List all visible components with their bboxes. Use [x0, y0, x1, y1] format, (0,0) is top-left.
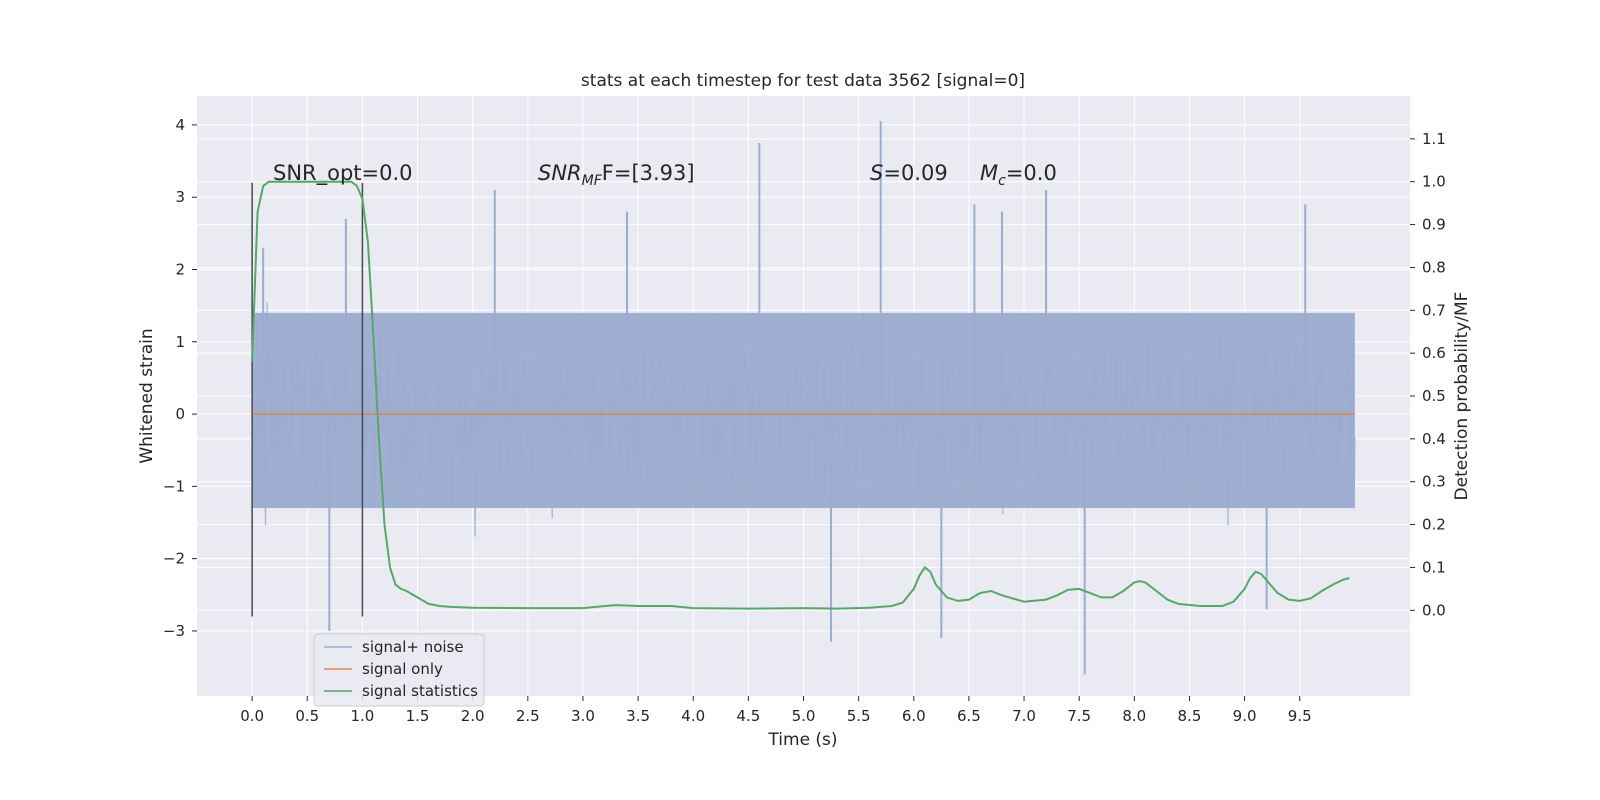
- x-tick-label: 1.0: [350, 707, 374, 725]
- y-tick-label: 0: [175, 405, 185, 423]
- x-tick-label: 6.5: [957, 707, 981, 725]
- legend-box: [313, 633, 485, 707]
- x-tick-label: 9.5: [1288, 707, 1312, 725]
- event-markers: [251, 182, 364, 617]
- annotation-mc-value: =0.0: [1006, 161, 1057, 185]
- x-tick-label: 4.0: [681, 707, 705, 725]
- y2-tick-label: 0.4: [1422, 430, 1446, 448]
- y-tick-label: −2: [163, 550, 185, 568]
- legend: signal+ noise signal only signal statist…: [313, 633, 485, 707]
- annotation-mc-stat: Mc=0.0: [980, 161, 1057, 189]
- annotation-snr-mf-main: SNR: [538, 161, 582, 185]
- y-axis-right: 0.0 0.1 0.2 0.3 0.4 0.5 0.6 0.7 0.8 0.9 1.0 1.1: [1410, 130, 1446, 619]
- annotation-snr-mf: SNRMFF=[3.93]: [538, 161, 695, 189]
- legend-label-noise: signal+ noise: [362, 638, 464, 656]
- y2-tick-label: 1.1: [1422, 130, 1446, 148]
- x-tick-label: 5.5: [847, 707, 871, 725]
- annotation-mc-main: M: [980, 161, 998, 185]
- x-axis-label: Time (s): [767, 730, 837, 750]
- x-tick-label: 2.5: [516, 707, 540, 725]
- x-tick-label: 8.0: [1122, 707, 1146, 725]
- y-tick-label: 2: [175, 260, 185, 278]
- y2-tick-label: 0.2: [1422, 516, 1446, 534]
- y-tick-label: −3: [163, 622, 185, 640]
- y2-axis-label: Detection probability/MF: [1452, 292, 1472, 501]
- chart-title: stats at each timestep for test data 356…: [581, 71, 1025, 91]
- x-tick-label: 3.0: [571, 707, 595, 725]
- annotation-snr-mf-value: F=[3.93]: [602, 161, 695, 185]
- y2-tick-label: 1.0: [1422, 173, 1446, 191]
- x-tick-label: 8.5: [1178, 707, 1202, 725]
- y2-tick-label: 0.0: [1422, 601, 1446, 619]
- y2-tick-label: 0.7: [1422, 301, 1446, 319]
- x-tick-label: 5.0: [792, 707, 816, 725]
- x-tick-label: 9.0: [1233, 707, 1257, 725]
- x-tick-label: 4.5: [736, 707, 760, 725]
- series-signal-statistics: [251, 180, 1350, 610]
- y-tick-label: −1: [163, 477, 185, 495]
- x-tick-label: 3.5: [626, 707, 650, 725]
- x-axis: 0.0 0.5 1.0 1.5 2.0 2.5 3.0 3.5 4.0 4.5 5.0 5.5 6.0 6…: [240, 696, 1312, 725]
- x-tick-label: 0.0: [240, 707, 264, 725]
- x-tick-label: 2.0: [461, 707, 485, 725]
- y2-tick-label: 0.8: [1422, 258, 1446, 276]
- annotation-s-main: S: [870, 161, 883, 185]
- x-tick-label: 0.5: [295, 707, 319, 725]
- annotation-snr-opt: SNR_opt=0.0: [273, 161, 413, 186]
- y2-tick-label: 0.9: [1422, 216, 1446, 234]
- x-tick-label: 6.0: [902, 707, 926, 725]
- legend-label-statistics: signal statistics: [362, 682, 478, 700]
- x-tick-label: 7.5: [1067, 707, 1091, 725]
- statistics-line: [251, 180, 1350, 610]
- annotation-s-stat: S=0.09: [870, 161, 948, 185]
- x-tick-label: 1.5: [406, 707, 430, 725]
- annotation-mc-sub: c: [998, 173, 1006, 189]
- y-tick-label: 4: [175, 116, 185, 134]
- y2-tick-label: 0.6: [1422, 344, 1446, 362]
- y2-tick-label: 0.1: [1422, 558, 1446, 576]
- y2-tick-label: 0.3: [1422, 473, 1446, 491]
- y-axis-left: −3 −2 −1 0 1 2 3 4: [163, 116, 197, 640]
- y-axis-label: Whitened strain: [137, 328, 157, 463]
- x-tick-label: 7.0: [1012, 707, 1036, 725]
- noise-core-band: [252, 312, 1355, 509]
- y2-tick-label: 0.5: [1422, 387, 1446, 405]
- annotation-s-value: =0.09: [883, 161, 947, 185]
- y-tick-label: 3: [175, 188, 185, 206]
- legend-label-signal-only: signal only: [362, 660, 443, 678]
- annotation-snr-mf-sub: MF: [582, 173, 603, 189]
- y-tick-label: 1: [175, 333, 185, 351]
- series-signal-plus-noise: [251, 121, 1356, 675]
